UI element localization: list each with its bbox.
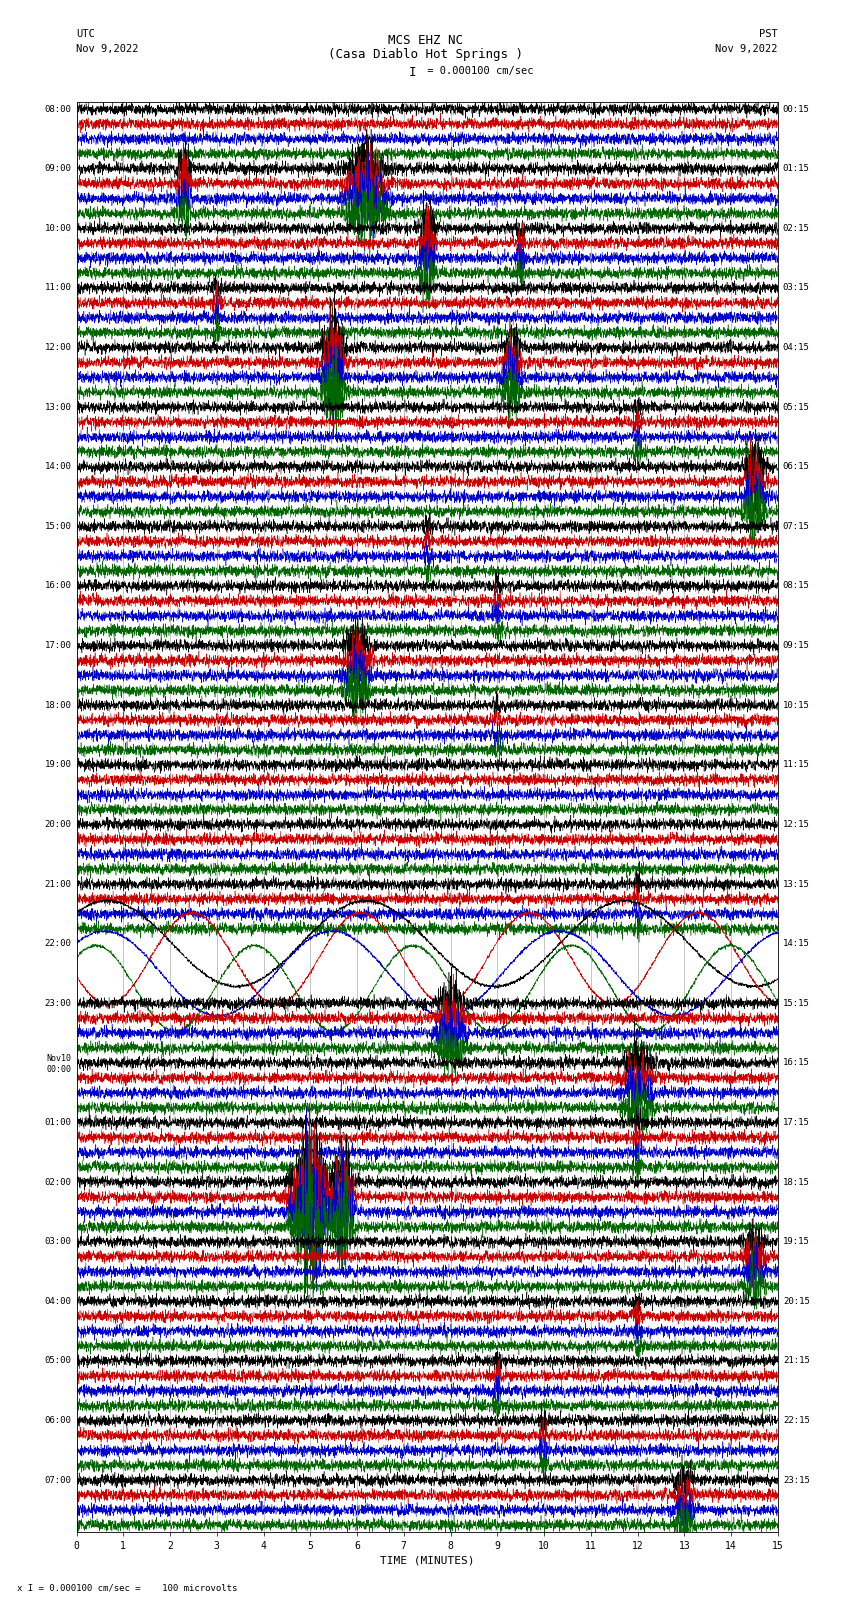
Text: 10:15: 10:15 <box>783 700 810 710</box>
Text: 09:00: 09:00 <box>44 165 71 173</box>
Text: 00:00: 00:00 <box>47 1065 71 1074</box>
Text: 16:15: 16:15 <box>783 1058 810 1068</box>
Text: 23:00: 23:00 <box>44 998 71 1008</box>
Text: 06:15: 06:15 <box>783 463 810 471</box>
X-axis label: TIME (MINUTES): TIME (MINUTES) <box>380 1555 474 1566</box>
Text: 08:00: 08:00 <box>44 105 71 113</box>
Text: 13:15: 13:15 <box>783 879 810 889</box>
Text: (Casa Diablo Hot Springs ): (Casa Diablo Hot Springs ) <box>327 48 523 61</box>
Text: 21:15: 21:15 <box>783 1357 810 1366</box>
Text: 23:15: 23:15 <box>783 1476 810 1484</box>
Text: 22:15: 22:15 <box>783 1416 810 1424</box>
Text: MCS EHZ NC: MCS EHZ NC <box>388 34 462 47</box>
Text: 01:15: 01:15 <box>783 165 810 173</box>
Text: 17:15: 17:15 <box>783 1118 810 1127</box>
Text: PST: PST <box>759 29 778 39</box>
Text: = 0.000100 cm/sec: = 0.000100 cm/sec <box>421 66 533 76</box>
Text: 01:00: 01:00 <box>44 1118 71 1127</box>
Text: 10:00: 10:00 <box>44 224 71 232</box>
Text: 15:15: 15:15 <box>783 998 810 1008</box>
Text: 20:00: 20:00 <box>44 819 71 829</box>
Text: 11:15: 11:15 <box>783 760 810 769</box>
Text: UTC: UTC <box>76 29 95 39</box>
Text: Nov 9,2022: Nov 9,2022 <box>715 44 778 53</box>
Text: 02:15: 02:15 <box>783 224 810 232</box>
Text: 14:00: 14:00 <box>44 463 71 471</box>
Text: 13:00: 13:00 <box>44 403 71 411</box>
Text: x I = 0.000100 cm/sec =    100 microvolts: x I = 0.000100 cm/sec = 100 microvolts <box>17 1582 237 1592</box>
Text: 04:15: 04:15 <box>783 344 810 352</box>
Text: 12:00: 12:00 <box>44 344 71 352</box>
Text: 03:00: 03:00 <box>44 1237 71 1247</box>
Text: 22:00: 22:00 <box>44 939 71 948</box>
Text: 02:00: 02:00 <box>44 1177 71 1187</box>
Text: Nov10: Nov10 <box>47 1053 71 1063</box>
Text: 19:00: 19:00 <box>44 760 71 769</box>
Text: 04:00: 04:00 <box>44 1297 71 1307</box>
Text: Nov 9,2022: Nov 9,2022 <box>76 44 139 53</box>
Text: 18:00: 18:00 <box>44 700 71 710</box>
Text: 00:15: 00:15 <box>783 105 810 113</box>
Text: 07:15: 07:15 <box>783 523 810 531</box>
Text: 14:15: 14:15 <box>783 939 810 948</box>
Text: 05:15: 05:15 <box>783 403 810 411</box>
Text: 07:00: 07:00 <box>44 1476 71 1484</box>
Text: 18:15: 18:15 <box>783 1177 810 1187</box>
Text: 08:15: 08:15 <box>783 581 810 590</box>
Text: 19:15: 19:15 <box>783 1237 810 1247</box>
Text: 15:00: 15:00 <box>44 523 71 531</box>
Text: 09:15: 09:15 <box>783 640 810 650</box>
Text: 03:15: 03:15 <box>783 284 810 292</box>
Text: 12:15: 12:15 <box>783 819 810 829</box>
Text: 20:15: 20:15 <box>783 1297 810 1307</box>
Text: 11:00: 11:00 <box>44 284 71 292</box>
Text: I: I <box>409 66 416 79</box>
Text: 17:00: 17:00 <box>44 640 71 650</box>
Text: 21:00: 21:00 <box>44 879 71 889</box>
Text: 16:00: 16:00 <box>44 581 71 590</box>
Text: 05:00: 05:00 <box>44 1357 71 1366</box>
Text: 06:00: 06:00 <box>44 1416 71 1424</box>
